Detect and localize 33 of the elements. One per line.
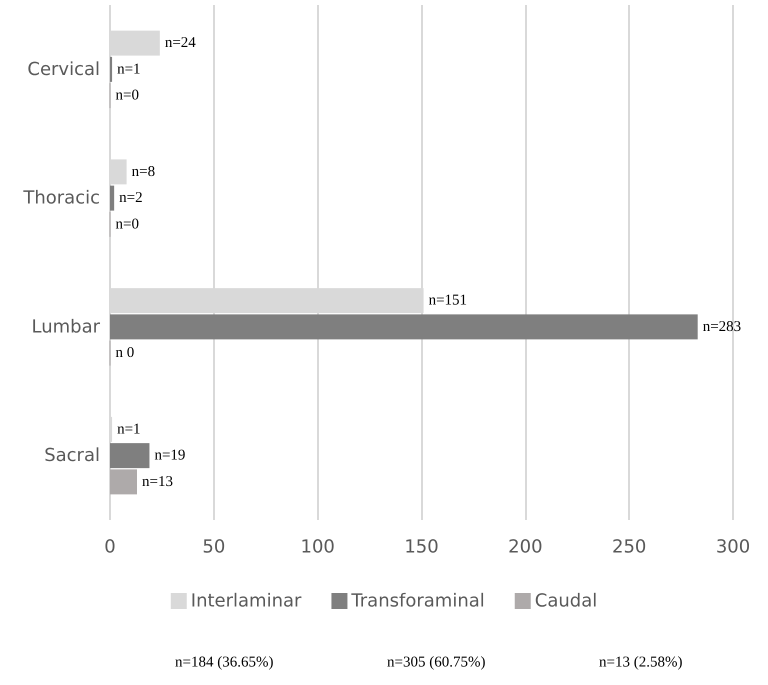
x-tick-label: 200	[508, 536, 543, 558]
bar	[110, 314, 698, 340]
data-label: n=2	[119, 190, 143, 206]
data-label: n 0	[116, 345, 134, 362]
legend-label: Interlaminar	[190, 590, 302, 612]
bar	[110, 186, 114, 211]
y-tick-label: Lumbar	[31, 316, 101, 338]
x-tick-label: 300	[716, 536, 750, 558]
y-tick-label: Thoracic	[22, 188, 100, 209]
x-tick-label: 0	[104, 536, 116, 558]
data-label: n=1	[117, 421, 141, 438]
y-tick-label: Cervical	[27, 58, 100, 80]
text: n=13 (2.58%)	[599, 654, 682, 670]
data-label: n=24	[164, 35, 196, 52]
x-tick-label: 250	[612, 536, 646, 558]
bar	[110, 443, 150, 468]
data-label: n=0	[116, 216, 139, 232]
bar	[110, 469, 137, 494]
x-tick-label: 150	[404, 536, 439, 558]
y-tick-label: Sacral	[44, 445, 100, 466]
data-label: n=0	[116, 88, 139, 104]
text: n=305 (60.75%)	[387, 654, 486, 670]
data-label: n=19	[154, 448, 186, 464]
data-label: n=13	[142, 474, 173, 490]
data-label: n=8	[132, 164, 156, 180]
data-label: n=283	[702, 318, 742, 335]
x-tick-label: 100	[300, 536, 335, 558]
legend-label: Transforaminal	[350, 590, 485, 612]
x-tick-label: 50	[202, 536, 226, 558]
legend-label: Caudal	[534, 590, 598, 612]
data-label: n=1	[117, 61, 141, 78]
data-label: n=151	[428, 292, 468, 309]
text: n=184 (36.65%)	[175, 654, 274, 670]
